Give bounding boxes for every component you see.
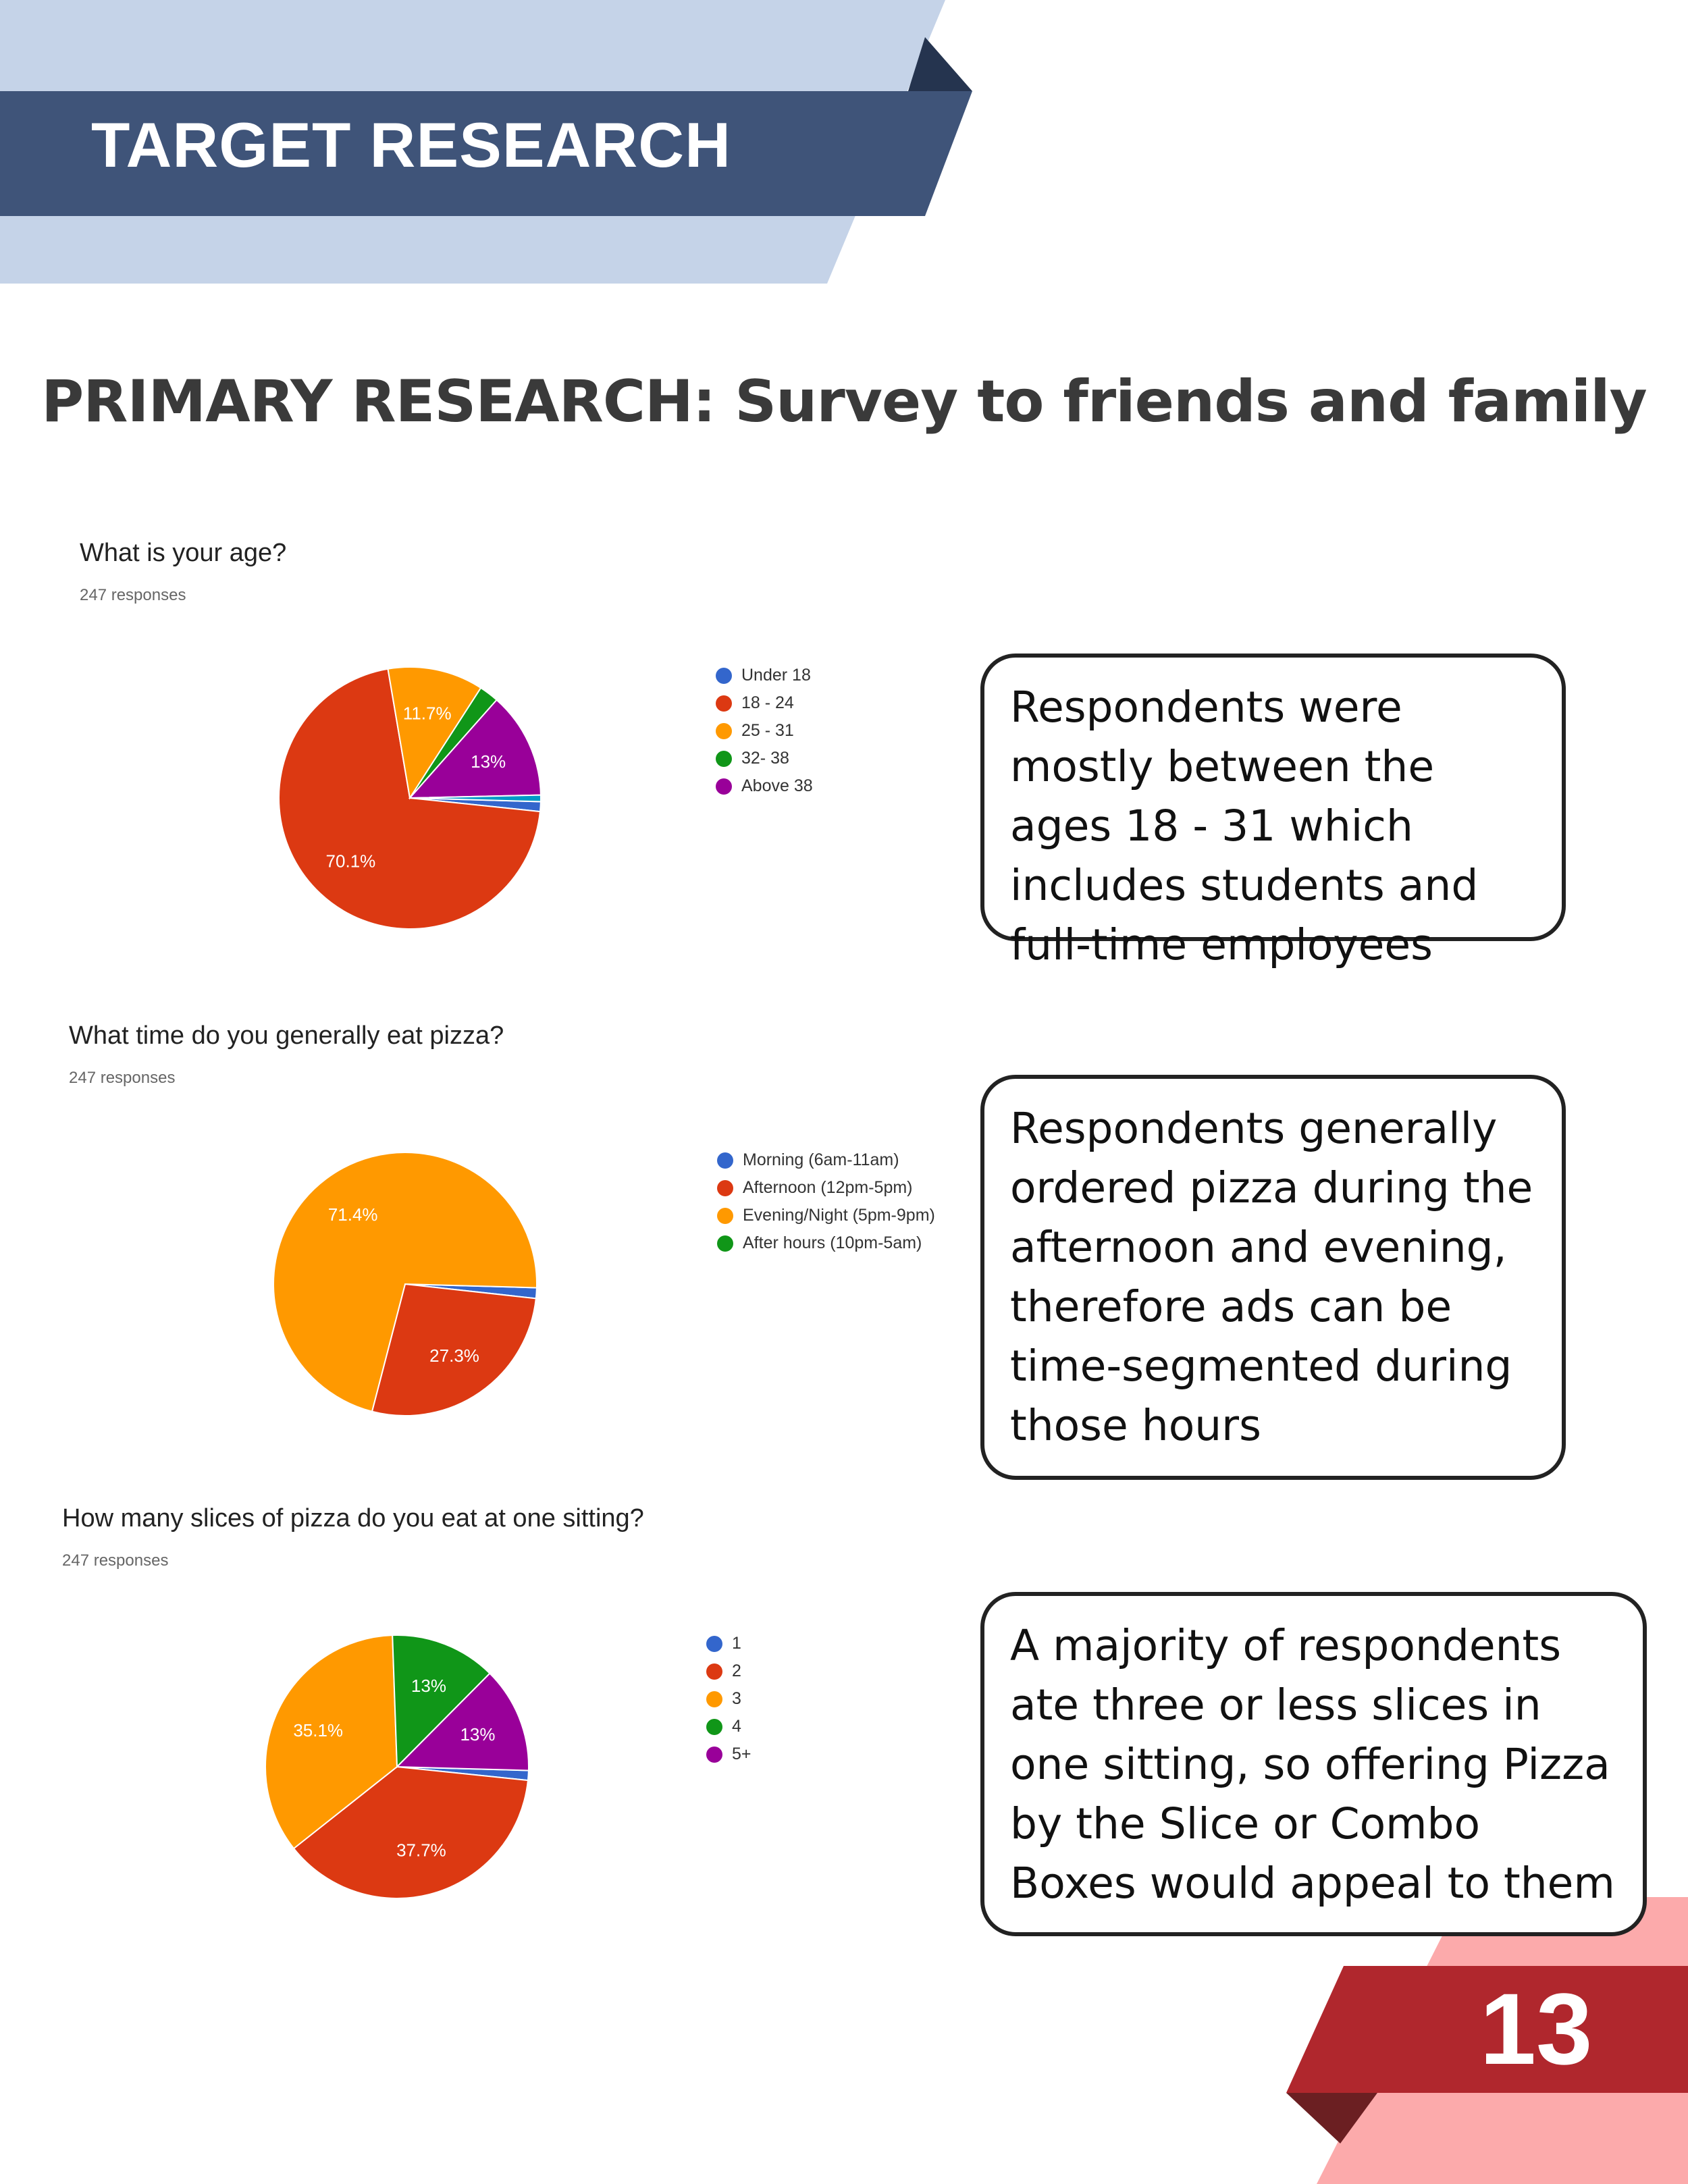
legend-label: 2 [732, 1661, 741, 1680]
pie-slice-label: 70.1% [326, 851, 376, 871]
survey-responses-time: 247 responses [69, 1069, 176, 1087]
pie-slice [409, 797, 542, 813]
pie-slice [265, 1634, 398, 1850]
survey-responses-age: 247 responses [80, 586, 186, 604]
legend-swatch [717, 1152, 733, 1169]
legend-swatch [717, 1179, 733, 1196]
legend-swatch [716, 778, 732, 795]
page-number: 13 [1479, 1972, 1593, 2085]
legend-label: 1 [732, 1634, 741, 1653]
pie-slice [387, 666, 482, 800]
note-box-age: Respondents were mostly between the ages… [980, 654, 1566, 969]
pie-slice [392, 1634, 491, 1769]
legend-item: 25 - 31 [716, 717, 813, 745]
pie-slice-label: 71.4% [328, 1204, 378, 1225]
legend-label: Afternoon (12pm-5pm) [743, 1178, 913, 1197]
header-banner [0, 0, 972, 284]
legend-item: Under 18 [716, 662, 813, 689]
pie-slice-label: 35.1% [293, 1720, 343, 1740]
legend-label: 18 - 24 [741, 693, 794, 712]
header-banner-dark [0, 91, 972, 216]
legend-label: Above 38 [741, 776, 813, 795]
legend-swatch [717, 1207, 733, 1224]
pie-slice [278, 668, 542, 930]
pie-slice-label: 27.3% [429, 1346, 479, 1366]
legend-item: 2 [706, 1657, 751, 1685]
legend-swatch [706, 1746, 722, 1763]
pie-slice [273, 1152, 537, 1412]
pie-slice [371, 1283, 537, 1416]
legend-label: 4 [732, 1717, 741, 1736]
legend-swatch [716, 695, 732, 712]
pie-slice [292, 1765, 529, 1899]
legend-item: 5+ [706, 1740, 751, 1768]
legend-item: 32- 38 [716, 745, 813, 772]
legend-label: After hours (10pm-5am) [743, 1233, 922, 1252]
legend-swatch [706, 1635, 722, 1652]
legend-swatch [706, 1663, 722, 1680]
legend-item: Afternoon (12pm-5pm) [717, 1174, 935, 1202]
note-text-time: Respondents generally ordered pizza duri… [1010, 1104, 1533, 1450]
legend-item: 18 - 24 [716, 689, 813, 717]
legend-swatch [706, 1690, 722, 1707]
survey-responses-slices: 247 responses [62, 1551, 169, 1570]
legend-swatch [716, 722, 732, 739]
legend-label: 3 [732, 1689, 741, 1708]
legend-item: Above 38 [716, 772, 813, 800]
pie-slice-label: 11.7% [403, 703, 452, 724]
legend-label: Morning (6am-11am) [743, 1150, 899, 1169]
legend-label: 25 - 31 [741, 721, 794, 740]
pie-slice [408, 699, 542, 799]
legend-swatch [716, 667, 732, 684]
legend-item: After hours (10pm-5am) [717, 1229, 935, 1257]
pie-slice [396, 1766, 529, 1782]
survey-question-age: What is your age? [80, 539, 287, 567]
page-heading: PRIMARY RESEARCH: Survey to friends and … [41, 368, 1647, 435]
legend-item: 1 [706, 1630, 751, 1657]
pie-slice-label: 13% [411, 1676, 446, 1696]
legend-swatch [706, 1718, 722, 1735]
pie-slice [409, 794, 542, 803]
pie-slice [395, 1672, 529, 1772]
legend-swatch [716, 750, 732, 767]
legend-age: Under 18 18 - 24 25 - 31 32- 38 Above 38 [716, 662, 813, 800]
note-text-slices: A majority of respondents ate three or l… [1010, 1621, 1615, 1908]
legend-label: Under 18 [741, 666, 811, 685]
legend-time: Morning (6am-11am) Afternoon (12pm-5pm) … [717, 1146, 935, 1257]
header-title: TARGET RESEARCH [91, 109, 732, 180]
legend-item: 3 [706, 1685, 751, 1713]
legend-slices: 1 2 3 4 5+ [706, 1630, 751, 1768]
footer-banner-fold [1286, 2093, 1377, 2143]
legend-label: Evening/Night (5pm-9pm) [743, 1206, 935, 1225]
pie-slice-label: 13% [471, 751, 506, 772]
legend-label: 32- 38 [741, 749, 789, 768]
pie-slice [404, 1283, 537, 1300]
survey-question-slices: How many slices of pizza do you eat at o… [62, 1504, 644, 1533]
pie-slice [409, 687, 498, 799]
note-box-time: Respondents generally ordered pizza duri… [980, 1075, 1566, 1480]
legend-item: 4 [706, 1713, 751, 1740]
survey-question-time: What time do you generally eat pizza? [69, 1021, 504, 1050]
note-box-slices: A majority of respondents ate three or l… [980, 1592, 1647, 1936]
legend-swatch [717, 1235, 733, 1252]
legend-label: 5+ [732, 1744, 751, 1763]
legend-item: Morning (6am-11am) [717, 1146, 935, 1174]
pie-slice-label: 37.7% [396, 1840, 446, 1861]
pie-slice-label: 13% [460, 1724, 495, 1744]
header-banner-fold [908, 37, 972, 91]
legend-item: Evening/Night (5pm-9pm) [717, 1202, 935, 1229]
note-text-age: Respondents were mostly between the ages… [1010, 683, 1479, 969]
